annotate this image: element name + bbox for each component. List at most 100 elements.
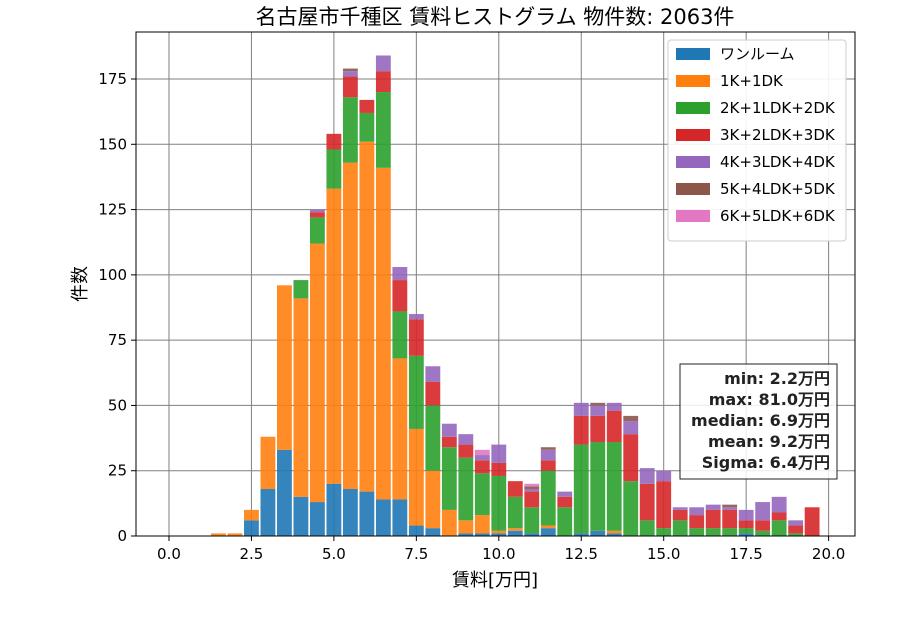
bar-segment: [738, 528, 754, 534]
bar-segment: [276, 285, 292, 450]
bar-segment: [474, 455, 490, 461]
y-tick-label: 50: [108, 396, 127, 414]
bar-segment: [524, 507, 540, 534]
bar-segment: [606, 410, 622, 442]
bar-segment: [342, 162, 358, 489]
legend-frame: [667, 39, 847, 242]
bar-segment: [590, 530, 606, 536]
bar-segment: [260, 436, 276, 489]
histogram-bars: [211, 55, 820, 536]
bar-segment: [342, 488, 358, 536]
bar-segment: [573, 444, 589, 534]
bar-segment: [342, 68, 358, 72]
bar-segment: [342, 97, 358, 163]
bar-segment: [491, 444, 507, 463]
legend-label: 6K+5LDK+6DK: [720, 207, 836, 225]
bar-segment: [623, 415, 639, 422]
bar-segment: [458, 444, 474, 458]
bar-segment: [573, 415, 589, 445]
bar-segment: [656, 470, 672, 482]
bar-segment: [672, 520, 688, 536]
legend-swatch: [676, 129, 710, 141]
bar-segment: [227, 533, 243, 536]
legend-label: 2K+1LDK+2DK: [720, 99, 836, 117]
bar-segment: [359, 141, 375, 492]
bar-segment: [771, 512, 787, 521]
bar-segment: [491, 475, 507, 531]
bar-segment: [705, 528, 721, 536]
bar-segment: [722, 507, 738, 510]
bar-segment: [771, 496, 787, 513]
bar-segment: [639, 483, 655, 521]
legend-swatch: [676, 48, 710, 60]
bar-segment: [524, 533, 540, 536]
bar-segment: [771, 520, 787, 536]
legend-label: ワンルーム: [720, 45, 795, 63]
bar-segment: [276, 449, 292, 536]
bar-segment: [606, 402, 622, 411]
bar-segment: [689, 507, 705, 516]
bar-segment: [656, 528, 672, 536]
bar-segment: [359, 112, 375, 142]
bar-segment: [606, 530, 622, 534]
bar-segment: [689, 528, 705, 536]
bar-segment: [309, 209, 325, 213]
bar-segment: [738, 520, 754, 529]
legend-label: 5K+4LDK+5DK: [720, 180, 836, 198]
bar-segment: [425, 366, 441, 382]
bar-segment: [557, 491, 573, 497]
bar-segment: [656, 481, 672, 529]
x-tick-label: 12.5: [565, 545, 598, 563]
bar-segment: [441, 436, 457, 448]
bar-segment: [722, 509, 738, 529]
legend-label: 3K+2LDK+3DK: [720, 126, 836, 144]
x-tick-label: 7.5: [404, 545, 428, 563]
y-tick-label: 25: [108, 462, 127, 480]
bar-segment: [689, 515, 705, 529]
legend-swatch: [676, 156, 710, 168]
y-tick-label: 175: [98, 70, 127, 88]
bar-segment: [359, 99, 375, 113]
bar-segment: [491, 533, 507, 536]
bar-segment: [540, 528, 556, 536]
bar-segment: [524, 486, 540, 489]
y-tick-label: 0: [117, 527, 127, 545]
bar-segment: [507, 530, 523, 536]
x-tick-label: 10.0: [482, 545, 515, 563]
bar-segment: [211, 533, 226, 536]
bar-segment: [342, 71, 358, 77]
bar-segment: [573, 533, 589, 536]
bar-segment: [293, 298, 309, 497]
x-tick-label: 15.0: [647, 545, 680, 563]
stats-box: min: 2.2万円 max: 81.0万円 median: 6.9万円 mean: …: [679, 363, 838, 480]
bar-segment: [326, 188, 342, 484]
bar-segment: [293, 496, 309, 536]
bar-segment: [425, 405, 441, 471]
y-tick-label: 75: [108, 331, 127, 349]
stats-line: median: 6.9万円: [691, 411, 830, 430]
bar-segment: [705, 509, 721, 529]
bar-segment: [309, 212, 325, 218]
x-axis-title: 賃料[万円]: [452, 570, 538, 591]
bar-segment: [441, 423, 457, 437]
bar-segment: [540, 447, 556, 450]
x-tick-label: 17.5: [729, 545, 762, 563]
bar-segment: [590, 402, 606, 406]
bar-segment: [392, 280, 408, 312]
bar-segment: [425, 381, 441, 406]
plot-frame: [135, 31, 856, 537]
stats-line: Sigma: 6.4万円: [702, 453, 830, 472]
bar-segment: [755, 520, 771, 531]
bar-segment: [606, 441, 622, 531]
x-tick-label: 20.0: [812, 545, 845, 563]
bar-segment: [425, 470, 441, 529]
bar-segment: [458, 457, 474, 521]
y-tick-label: 125: [98, 201, 127, 219]
bar-segment: [375, 92, 391, 168]
legend-swatch: [676, 102, 710, 114]
bar-segment: [524, 483, 540, 487]
bar-segment: [623, 421, 639, 435]
bar-segment: [326, 149, 342, 189]
x-tick-label: 5.0: [322, 545, 346, 563]
